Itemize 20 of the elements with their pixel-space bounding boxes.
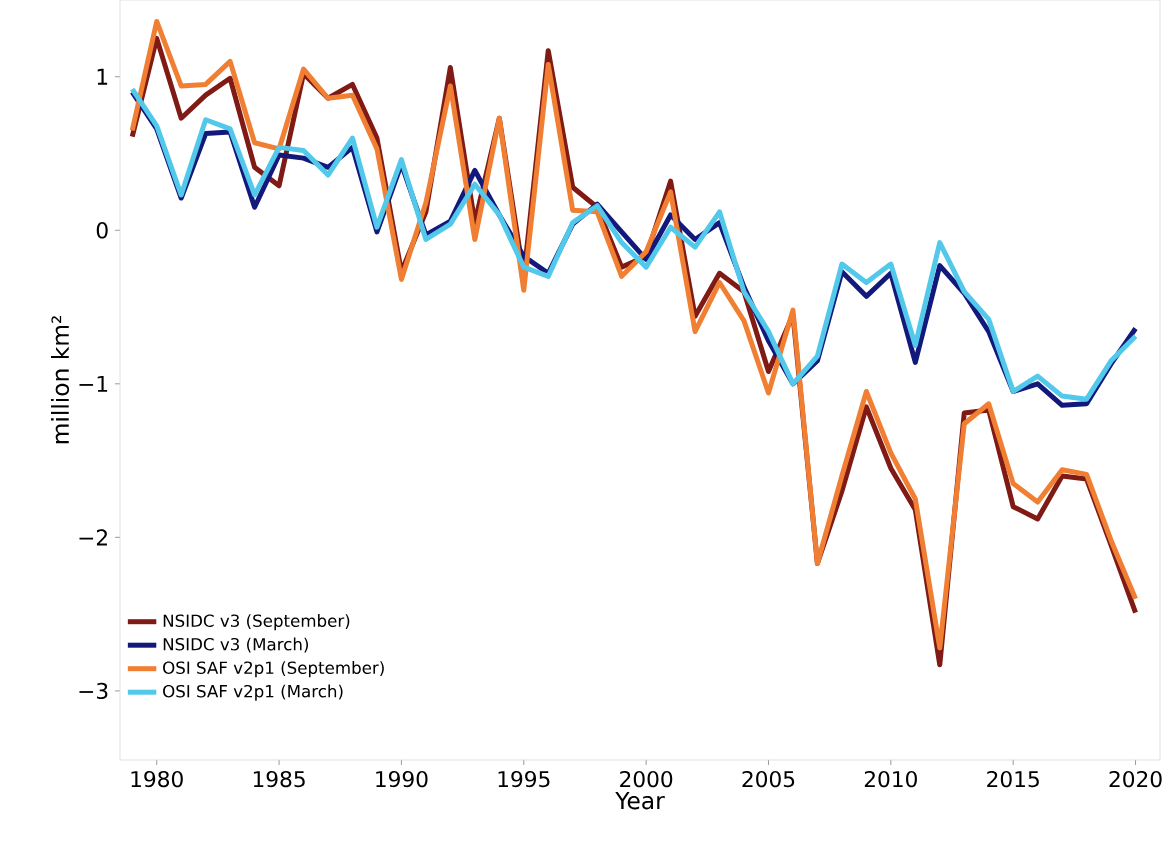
legend-label: NSIDC v3 (September) <box>163 614 350 631</box>
x-tick-label: 2005 <box>742 770 795 788</box>
y-tick-label: −2 <box>79 529 107 546</box>
y-tick-label: 1 <box>97 68 108 85</box>
legend-label: OSI SAF v2p1 (March) <box>163 684 343 701</box>
y-tick-label: 0 <box>96 222 108 239</box>
x-tick-label: 2015 <box>987 770 1039 788</box>
x-tick-label: 1985 <box>253 770 305 788</box>
y-tick-label: −1 <box>79 375 108 392</box>
x-tick-label: 2010 <box>864 770 917 788</box>
legend-label: OSI SAF v2p1 (September) <box>163 661 384 678</box>
x-tick-label: 1990 <box>376 770 428 788</box>
x-tick-label: 2020 <box>1109 770 1162 788</box>
y-axis-title: million km² <box>51 316 70 444</box>
x-tick-label: 1980 <box>131 770 183 788</box>
x-axis-title: Year <box>615 792 665 810</box>
x-tick-label: 2000 <box>620 770 673 788</box>
legend-label: NSIDC v3 (March) <box>163 637 309 653</box>
y-tick-label: −3 <box>79 682 108 700</box>
x-tick-label: 1995 <box>498 770 550 788</box>
